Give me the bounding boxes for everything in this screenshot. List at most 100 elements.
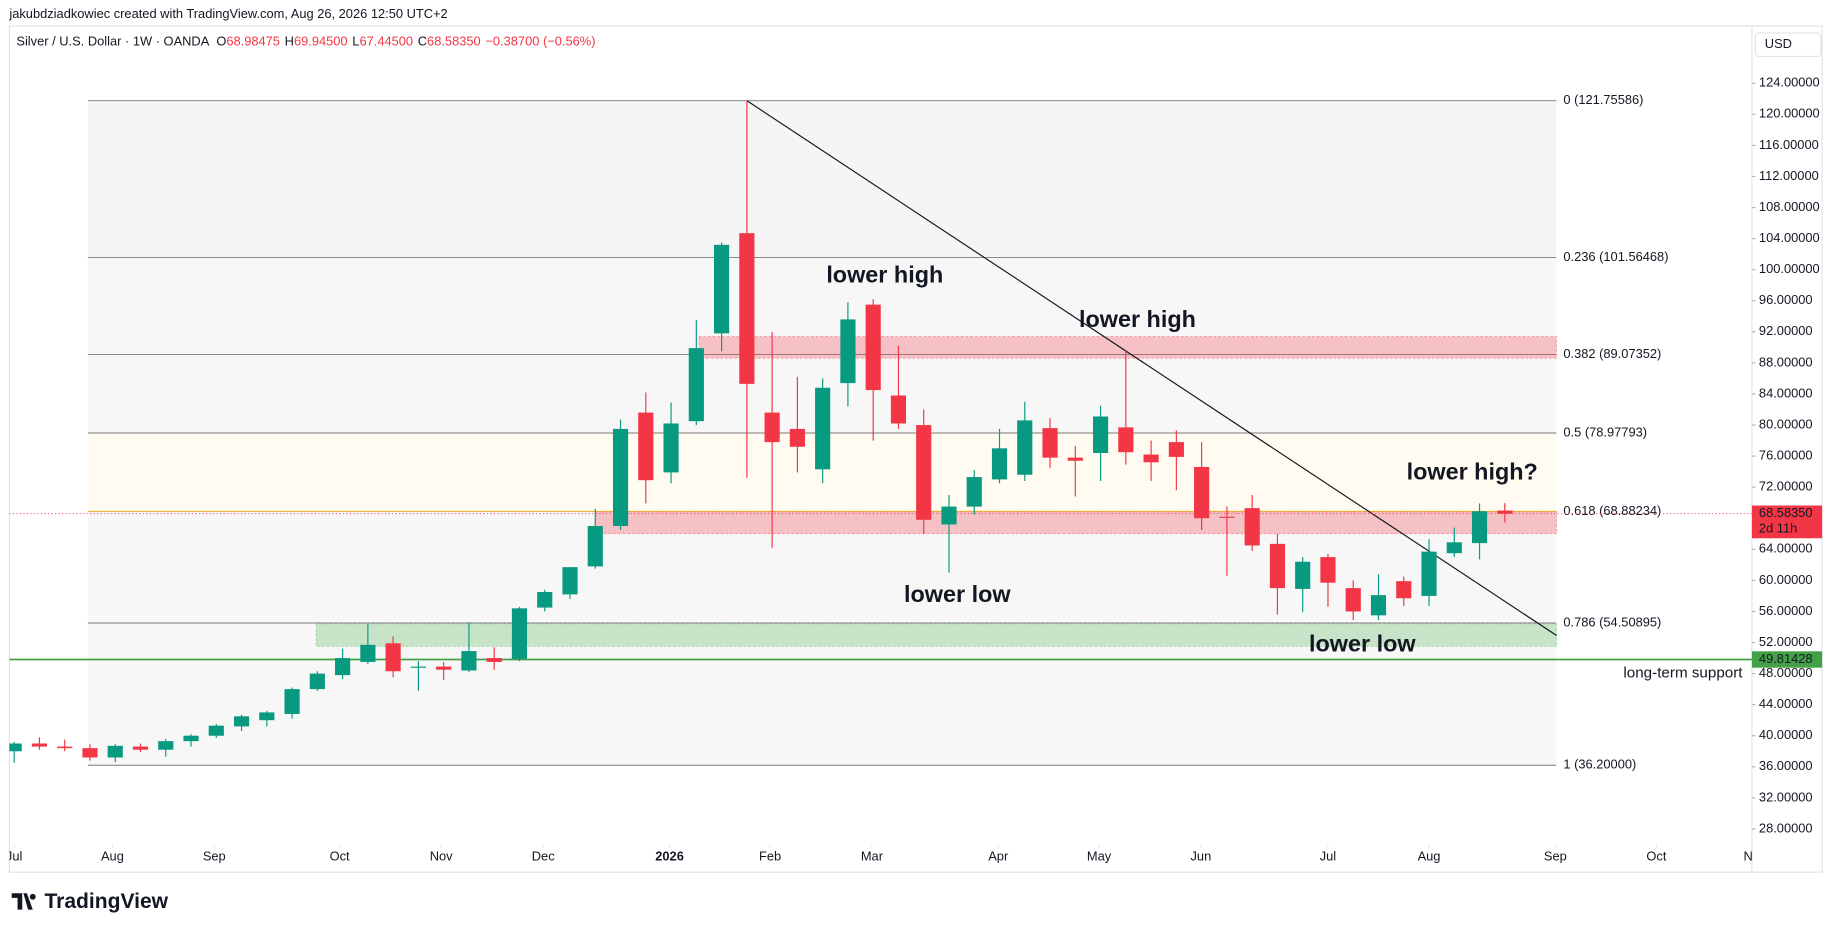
candle-body — [208, 725, 224, 736]
ohlc-key: O — [216, 34, 226, 49]
ohlc-value: 67.44500 — [359, 34, 413, 49]
trendline — [746, 100, 1557, 637]
annotation: lower low — [1309, 630, 1416, 656]
support-price-label: 49.81428 — [1759, 651, 1813, 666]
ohlc-value: 69.94500 — [294, 34, 348, 49]
candle-body — [309, 673, 325, 690]
candle-body — [1370, 595, 1387, 616]
chart-frame — [8, 25, 1823, 873]
candle-body — [57, 746, 73, 749]
candle-body — [865, 304, 881, 391]
x-tick-label: Sep — [203, 848, 226, 863]
candle-body — [663, 423, 679, 473]
candle-body — [1421, 551, 1437, 596]
y-tick-label: 88.00000 — [1759, 354, 1813, 369]
candle-body — [410, 666, 426, 668]
candle-body — [562, 567, 578, 595]
last-price-tag — [1751, 505, 1823, 539]
y-tick-label: 56.00000 — [1759, 603, 1813, 618]
candle-body — [511, 608, 528, 659]
fib-label: 1 (36.20000) — [1563, 757, 1636, 772]
y-tick-label: 96.00000 — [1759, 292, 1813, 307]
candle-body — [486, 658, 502, 662]
candle-body — [991, 448, 1008, 480]
candle-body — [461, 651, 477, 671]
fib-label: 0.618 (68.88234) — [1563, 503, 1661, 518]
candle-body — [1092, 416, 1109, 453]
candle-body — [1194, 466, 1210, 519]
y-tick-label: 32.00000 — [1759, 789, 1813, 804]
y-tick-label: 80.00000 — [1759, 416, 1813, 431]
logo-text: TradingView — [44, 890, 168, 913]
x-tick-label: May — [1087, 848, 1112, 863]
candle-body — [537, 592, 553, 608]
candle-body — [764, 412, 780, 443]
x-tick-label: Jun — [1191, 848, 1212, 863]
fib-label: 0.786 (54.50895) — [1563, 614, 1661, 629]
candle-body — [31, 743, 48, 747]
candle-body — [1396, 581, 1412, 599]
x-tick-label: Nov — [1744, 848, 1767, 863]
x-tick-label: Apr — [988, 848, 1009, 863]
candle-body — [1042, 428, 1058, 458]
x-tick-label: 2026 — [655, 848, 684, 863]
candle-body — [132, 746, 149, 750]
candle-body — [1017, 420, 1033, 475]
change: −0.38700 (−0.56%) — [485, 34, 595, 49]
logo: TradingView — [11, 890, 169, 913]
x-tick-label: Oct — [1646, 848, 1666, 863]
y-tick-label: 44.00000 — [1759, 696, 1813, 711]
ohlc-key: C — [418, 34, 427, 49]
fib-label: 0.236 (101.56468) — [1563, 249, 1668, 264]
attribution: jakubdziadkowiec created with TradingVie… — [8, 6, 447, 21]
candle-body — [1143, 454, 1159, 463]
candle-body — [82, 748, 98, 758]
annotation: lower high — [1079, 306, 1196, 332]
candle-body — [714, 244, 730, 334]
y-tick-label: 112.00000 — [1759, 168, 1819, 183]
candle-body — [1345, 588, 1361, 612]
x-tick-label: Mar — [861, 848, 884, 863]
candle-body — [1219, 516, 1235, 518]
x-tick-label: Oct — [330, 848, 350, 863]
y-tick-label: 84.00000 — [1759, 385, 1813, 400]
candle-body — [688, 348, 704, 422]
fib-label: 0.382 (89.07352) — [1563, 346, 1661, 361]
candle-body — [1168, 442, 1184, 457]
candle-body — [815, 387, 831, 470]
annotation: lower high — [826, 262, 943, 288]
annotation: lower low — [904, 581, 1011, 607]
candle-body — [587, 526, 603, 567]
y-tick-label: 28.00000 — [1759, 820, 1813, 835]
candle-body — [335, 658, 351, 676]
candle-body — [1295, 561, 1311, 589]
currency-label: USD — [1765, 36, 1792, 51]
ohlc-key: L — [352, 34, 359, 49]
candle-body — [1269, 543, 1286, 589]
y-tick-label: 100.00000 — [1759, 261, 1820, 276]
y-tick-label: 92.00000 — [1759, 323, 1813, 338]
fib-label: 0 (121.75586) — [1563, 92, 1643, 107]
candle-body — [739, 233, 755, 384]
currency-button[interactable] — [1754, 32, 1822, 58]
candle-body — [916, 425, 932, 520]
ohlc-key: H — [285, 34, 294, 49]
x-tick-label: Feb — [759, 848, 781, 863]
symbol-legend: Silver / U.S. Dollar · 1W · OANDA O68.984… — [16, 34, 595, 49]
x-tick-label: Aug — [101, 848, 124, 863]
candle-body — [612, 428, 629, 527]
y-tick-label: 52.00000 — [1759, 634, 1813, 649]
candle-body — [1244, 508, 1260, 546]
y-tick-label: 108.00000 — [1759, 199, 1820, 214]
y-tick-label: 64.00000 — [1759, 541, 1813, 556]
y-tick-label: 72.00000 — [1759, 479, 1813, 494]
y-tick-label: 120.00000 — [1759, 106, 1820, 121]
y-tick-label: 48.00000 — [1759, 665, 1813, 680]
candle-body — [259, 712, 275, 721]
candle-body — [638, 412, 654, 481]
y-tick-label: 124.00000 — [1759, 75, 1820, 90]
candle-body — [107, 745, 123, 758]
candle-body — [1497, 510, 1513, 514]
